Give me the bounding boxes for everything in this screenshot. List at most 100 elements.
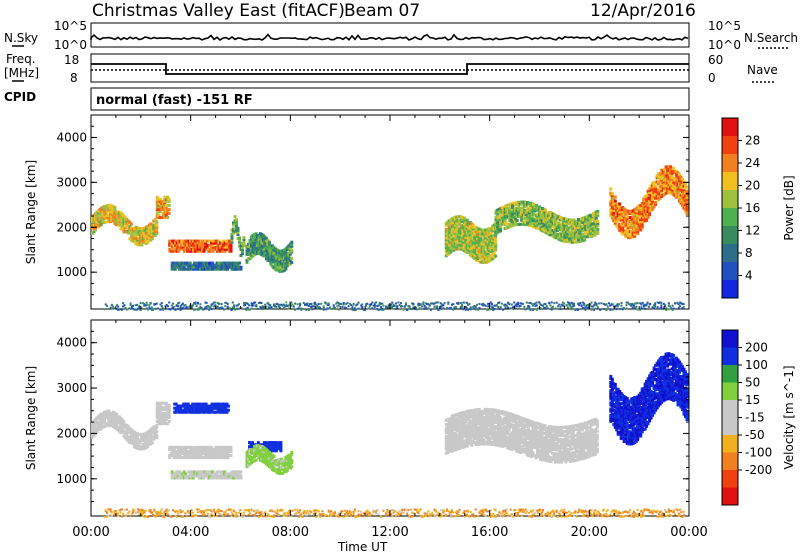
ground-cell xyxy=(142,302,145,305)
range-cell xyxy=(452,248,456,252)
ground-cell xyxy=(595,304,598,307)
range-cell xyxy=(175,265,179,269)
ground-cell xyxy=(259,301,262,304)
range-cell xyxy=(229,450,233,453)
range-cell xyxy=(279,449,283,453)
range-cell xyxy=(239,267,243,271)
ground-cell xyxy=(112,305,115,308)
range-cell xyxy=(241,252,244,256)
ground-cell xyxy=(659,307,662,310)
ground-cell xyxy=(566,301,569,304)
ground-cell xyxy=(117,305,120,308)
ground-cell xyxy=(474,305,477,308)
range-cell xyxy=(229,447,233,451)
range-cell xyxy=(273,464,277,468)
range-cell xyxy=(238,236,241,240)
ground-cell xyxy=(200,307,203,310)
ground-cell xyxy=(632,304,635,307)
ground-cell xyxy=(214,304,217,307)
range-cell xyxy=(613,199,617,203)
range-cell xyxy=(183,456,187,460)
ground-cell xyxy=(457,301,460,304)
ground-cell xyxy=(272,303,275,306)
ground-cell xyxy=(320,302,323,305)
ground-cell xyxy=(244,304,247,306)
range-cell xyxy=(461,415,465,419)
ground-cell xyxy=(605,303,608,306)
range-cell xyxy=(461,435,465,439)
range-cell xyxy=(177,452,181,455)
range-cell xyxy=(192,454,196,458)
range-cell xyxy=(227,408,230,412)
range-cell xyxy=(264,237,268,241)
ground-cell xyxy=(437,308,440,311)
range-cell xyxy=(217,452,221,455)
range-cell xyxy=(223,249,227,253)
ground-cell xyxy=(636,302,639,305)
freq-label-1: Freq. xyxy=(6,52,36,66)
ground-cell xyxy=(259,305,262,308)
range-cell xyxy=(189,450,193,453)
range-cell xyxy=(658,174,662,178)
ground-cell xyxy=(387,304,390,307)
range-cell xyxy=(509,204,513,208)
ground-cell xyxy=(591,305,594,308)
ground-cell xyxy=(317,303,320,305)
ground-cell xyxy=(535,304,538,307)
range-cell xyxy=(557,221,561,225)
range-cell xyxy=(576,220,580,223)
range-cell xyxy=(192,445,196,449)
range-cell xyxy=(572,238,576,242)
range-cell xyxy=(570,236,574,240)
ground-cell xyxy=(296,303,299,306)
range-cell xyxy=(167,212,171,215)
ground-cell xyxy=(453,306,456,309)
range-cell xyxy=(167,413,171,417)
ground-cell xyxy=(554,307,557,310)
range-cell xyxy=(164,413,168,417)
range-cell xyxy=(509,208,513,212)
ground-cell xyxy=(466,301,468,304)
range-cell xyxy=(208,474,212,478)
range-cell xyxy=(479,424,483,428)
ground-cell xyxy=(210,304,213,307)
ground-cell xyxy=(279,306,282,309)
ground-cell xyxy=(335,302,338,305)
ground-cell xyxy=(517,301,520,304)
range-cell xyxy=(582,238,586,242)
ground-cell xyxy=(353,307,356,310)
range-cell xyxy=(175,456,179,460)
range-cell xyxy=(288,262,292,266)
range-cell xyxy=(220,447,224,451)
ground-cell xyxy=(177,307,179,310)
range-cell xyxy=(183,408,187,412)
ground-cell xyxy=(218,306,221,309)
range-cell xyxy=(222,402,226,406)
range-cell xyxy=(170,472,174,476)
range-cell xyxy=(190,447,194,451)
range-cell xyxy=(170,265,174,269)
ground-cell xyxy=(497,302,500,304)
range-cell xyxy=(648,191,652,195)
ground-cell xyxy=(590,305,593,308)
ground-cell xyxy=(220,303,223,305)
range-cell xyxy=(491,240,495,244)
ground-cell xyxy=(654,304,657,306)
ground-cell xyxy=(559,308,562,311)
range-cell xyxy=(505,222,509,226)
range-cell xyxy=(536,226,540,230)
range-cell xyxy=(526,219,529,223)
ground-cell xyxy=(594,301,597,304)
range-cell xyxy=(499,225,503,229)
ground-cell xyxy=(515,303,518,306)
range-cell xyxy=(667,191,671,195)
range-cell xyxy=(274,441,278,445)
ground-cell xyxy=(216,302,219,304)
range-cell xyxy=(480,436,484,440)
ground-cell xyxy=(315,306,318,309)
ground-cell xyxy=(510,303,513,306)
ground-cell xyxy=(411,302,414,305)
y-tick-label: 2000 xyxy=(56,220,87,234)
range-cell xyxy=(270,264,274,268)
range-cell xyxy=(210,447,214,451)
